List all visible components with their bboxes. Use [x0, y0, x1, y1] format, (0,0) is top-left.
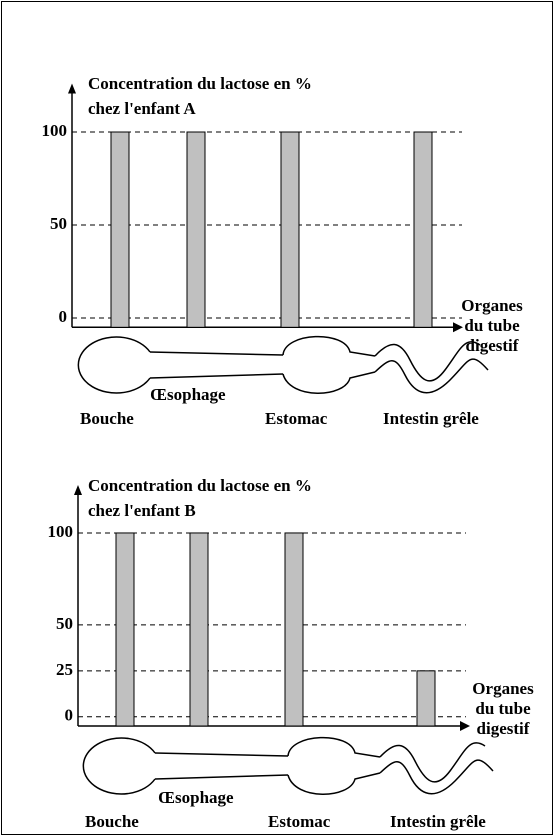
x-axis-label: digestif [466, 336, 519, 355]
chart-subtitle: chez l'enfant B [88, 501, 196, 520]
chart-subtitle: chez l'enfant A [88, 99, 196, 118]
digestive-tract [83, 738, 493, 795]
y-tick-label: 0 [65, 706, 74, 725]
y-axis-arrow [74, 485, 82, 495]
y-tick-label: 50 [56, 614, 73, 633]
chart-title: Concentration du lactose en % [88, 74, 312, 93]
bar [187, 132, 205, 327]
bar [285, 533, 303, 726]
organ-label: Œsophage [150, 385, 226, 404]
organ-label: Intestin grêle [383, 409, 479, 428]
y-tick-label: 50 [50, 214, 67, 233]
x-axis-label: Organes [461, 296, 523, 315]
figure: Concentration du lactose en % chez l'enfa… [0, 0, 554, 836]
organ-label: Intestin grêle [390, 812, 486, 831]
organ-label: Bouche [85, 812, 139, 831]
x-axis-label: digestif [477, 719, 530, 738]
y-tick-label: 0 [59, 307, 68, 326]
y-tick-label: 100 [48, 522, 74, 541]
x-axis-label: Organes [472, 679, 534, 698]
y-axis-arrow [68, 84, 76, 94]
bar [111, 132, 129, 327]
bar [281, 132, 299, 327]
x-axis-arrow [453, 322, 463, 332]
y-tick-label: 100 [42, 121, 68, 140]
x-axis-label: du tube [464, 316, 520, 335]
x-axis-arrow [460, 721, 470, 731]
bar [417, 671, 435, 726]
digestive-tract [78, 337, 488, 394]
bar [116, 533, 134, 726]
organ-label: Estomac [268, 812, 331, 831]
bar [414, 132, 432, 327]
x-axis-label: du tube [475, 699, 531, 718]
y-tick-label: 25 [56, 660, 73, 679]
organ-label: Estomac [265, 409, 328, 428]
organ-label: Bouche [80, 409, 134, 428]
chart-title: Concentration du lactose en % [88, 476, 312, 495]
organ-label: Œsophage [158, 788, 234, 807]
bar [190, 533, 208, 726]
